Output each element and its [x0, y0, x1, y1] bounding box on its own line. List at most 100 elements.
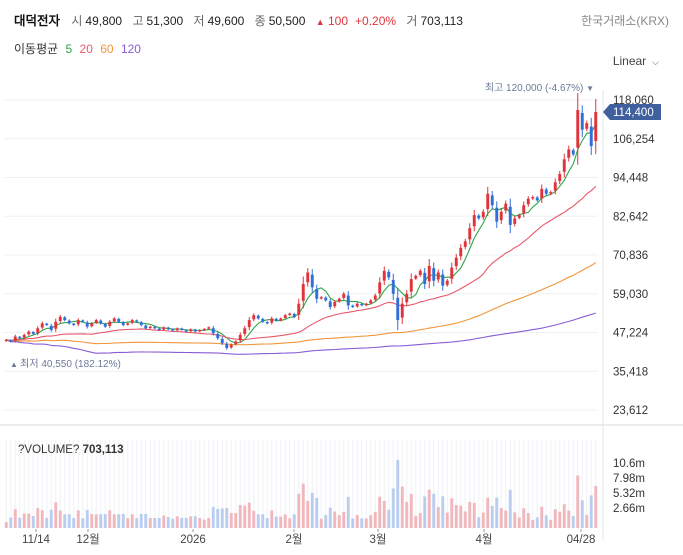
candle: [427, 265, 431, 282]
candle: [319, 297, 323, 299]
candle: [162, 327, 166, 330]
volume-bar: [274, 516, 278, 528]
volume-bar: [432, 493, 436, 528]
volume-bar: [162, 515, 166, 528]
volume-bar: [265, 518, 269, 528]
volume-bar: [490, 505, 494, 528]
x-tick-label: 2026: [180, 534, 206, 546]
volume-bar: [67, 514, 71, 528]
volume-tick-label: 7.98m: [613, 473, 645, 485]
candle: [94, 320, 98, 323]
candle: [216, 333, 220, 339]
volume-bg-bar: [82, 440, 84, 519]
candle: [459, 247, 463, 257]
volume-bar: [184, 517, 188, 528]
volume-bar: [553, 509, 557, 528]
volume-bar: [72, 518, 76, 528]
volume-bar: [418, 513, 422, 528]
scale-mode: Linear: [612, 54, 647, 68]
candle: [585, 123, 589, 129]
volume-bg-bar: [73, 440, 75, 519]
volume-bg-bar: [541, 440, 543, 507]
current-price-label: 114,400: [613, 107, 654, 119]
volume-bg-bar: [383, 440, 385, 501]
volume-bg-bar: [590, 440, 592, 496]
volume-bg-bar: [424, 440, 426, 497]
volume-bar: [157, 517, 161, 528]
candle: [576, 110, 580, 148]
candle: [252, 315, 256, 320]
volume-bg-bar: [509, 440, 511, 490]
candle: [112, 318, 116, 322]
volume-bar: [207, 517, 211, 528]
volume-bar: [373, 511, 377, 528]
scale-dropdown[interactable]: Linear ⌵: [613, 54, 659, 68]
x-tick-label: 04/28: [567, 534, 596, 546]
candle: [117, 318, 121, 322]
volume-bg-bar: [50, 440, 52, 510]
candle: [333, 302, 337, 307]
volume-bg-bar: [437, 440, 439, 507]
candle: [558, 174, 562, 182]
volume-bar: [414, 515, 418, 528]
volume-bg-bar: [473, 440, 475, 503]
volume-bg-bar: [334, 440, 336, 512]
volume-bar: [76, 510, 80, 528]
volume-bar: [576, 475, 580, 528]
candle: [373, 295, 377, 300]
volume-bar: [121, 514, 125, 528]
candle: [171, 329, 175, 331]
volume-bg-bar: [451, 440, 453, 499]
candle: [571, 150, 575, 155]
candle: [256, 315, 260, 319]
volume-bg-bar: [37, 440, 39, 509]
volume-bg-bar: [167, 440, 169, 518]
volume-bg-bar: [127, 440, 129, 519]
volume-bg-bar: [185, 440, 187, 518]
volume-bar: [351, 518, 355, 528]
volume-bar: [337, 515, 341, 528]
volume-bg-bar: [46, 440, 48, 519]
volume-bg-bar: [68, 440, 70, 515]
moving-average-legend[interactable]: 이동평균 5 20 60 120: [14, 40, 145, 57]
candle: [301, 284, 305, 301]
volume-bg-bar: [109, 440, 111, 511]
volume-bg-bar: [554, 440, 556, 510]
volume-bar: [54, 502, 58, 528]
candle: [229, 344, 233, 348]
max-value: 120,000 (-4.67%): [506, 83, 586, 94]
volume-bg-bar: [568, 440, 570, 511]
volume-bar: [283, 514, 287, 528]
volume-bg-bar: [266, 440, 268, 519]
volume-bar: [526, 513, 530, 528]
moving-average-label: 이동평균: [14, 42, 59, 56]
candle: [567, 149, 571, 158]
candle: [27, 331, 31, 335]
volume-bar: [135, 518, 139, 528]
volume-bg-bar: [158, 440, 160, 518]
candle: [504, 203, 508, 211]
volume-bar: [270, 510, 274, 528]
stock-name[interactable]: 대덕전자: [14, 14, 61, 28]
volume-bg-bar: [77, 440, 79, 511]
min-label: 최저: [20, 358, 41, 370]
max-price-annotation: 최고 120,000 (-4.67%) ▼: [485, 82, 594, 94]
volume-bg-bar: [163, 440, 165, 516]
candle: [288, 313, 292, 315]
open-label: 시: [71, 14, 83, 28]
volume-bar: [108, 510, 112, 528]
candle: [481, 211, 485, 218]
volume-bar: [193, 516, 197, 528]
candle: [274, 318, 278, 321]
volume-bar: [85, 509, 89, 528]
volume-bg-bar: [338, 440, 340, 516]
change-value: 100: [328, 14, 349, 28]
volume-bar: [279, 516, 283, 528]
volume-bg-bar: [491, 440, 493, 506]
candle: [328, 301, 332, 307]
volume-bar: [22, 513, 26, 528]
volume-bg-bar: [365, 440, 367, 519]
volume-bar: [495, 497, 499, 528]
candle: [540, 188, 544, 199]
